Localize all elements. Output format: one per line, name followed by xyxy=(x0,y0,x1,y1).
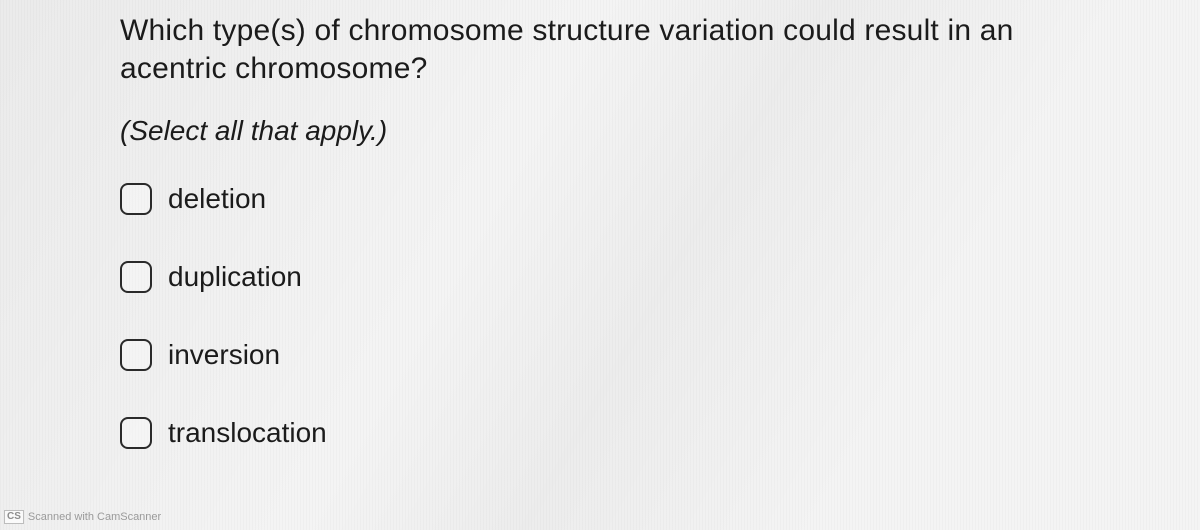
question-text: Which type(s) of chromosome structure va… xyxy=(120,12,1120,87)
option-row: inversion xyxy=(120,339,1160,371)
option-label: inversion xyxy=(168,339,280,371)
watermark-text: Scanned with CamScanner xyxy=(28,511,161,523)
option-row: duplication xyxy=(120,261,1160,293)
checkbox[interactable] xyxy=(120,417,152,449)
scanner-watermark: CS Scanned with CamScanner xyxy=(4,510,161,524)
option-row: deletion xyxy=(120,183,1160,215)
option-label: duplication xyxy=(168,261,302,293)
option-label: deletion xyxy=(168,183,266,215)
question-instruction: (Select all that apply.) xyxy=(120,115,1160,147)
checkbox[interactable] xyxy=(120,261,152,293)
question-block: Which type(s) of chromosome structure va… xyxy=(0,0,1200,449)
option-label: translocation xyxy=(168,417,327,449)
options-list: deletion duplication inversion transloca… xyxy=(120,183,1160,449)
watermark-badge: CS xyxy=(4,510,24,524)
checkbox[interactable] xyxy=(120,339,152,371)
option-row: translocation xyxy=(120,417,1160,449)
checkbox[interactable] xyxy=(120,183,152,215)
